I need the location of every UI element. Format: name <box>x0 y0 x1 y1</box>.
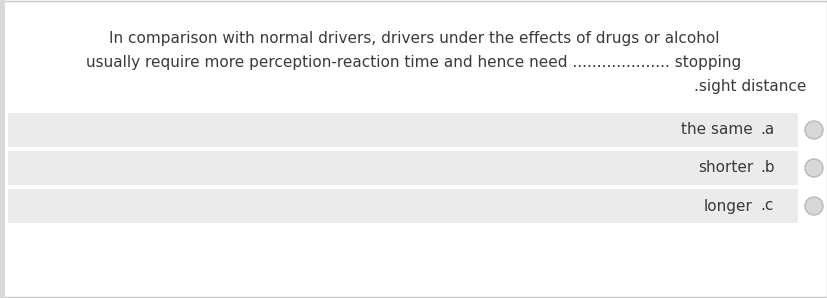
Text: longer: longer <box>703 198 752 213</box>
Text: usually require more perception-reaction time and hence need ...................: usually require more perception-reaction… <box>86 55 741 69</box>
FancyBboxPatch shape <box>0 0 5 298</box>
Text: .sight distance: .sight distance <box>693 78 805 94</box>
Text: In comparison with normal drivers, drivers under the effects of drugs or alcohol: In comparison with normal drivers, drive… <box>108 30 719 46</box>
Circle shape <box>804 159 822 177</box>
Text: the same: the same <box>681 122 752 137</box>
Circle shape <box>804 121 822 139</box>
Text: shorter: shorter <box>697 161 752 176</box>
FancyBboxPatch shape <box>8 189 797 223</box>
Text: .b: .b <box>759 161 774 176</box>
FancyBboxPatch shape <box>8 151 797 185</box>
Text: .a: .a <box>759 122 773 137</box>
FancyBboxPatch shape <box>8 113 797 147</box>
Circle shape <box>804 197 822 215</box>
Text: .c: .c <box>759 198 772 213</box>
